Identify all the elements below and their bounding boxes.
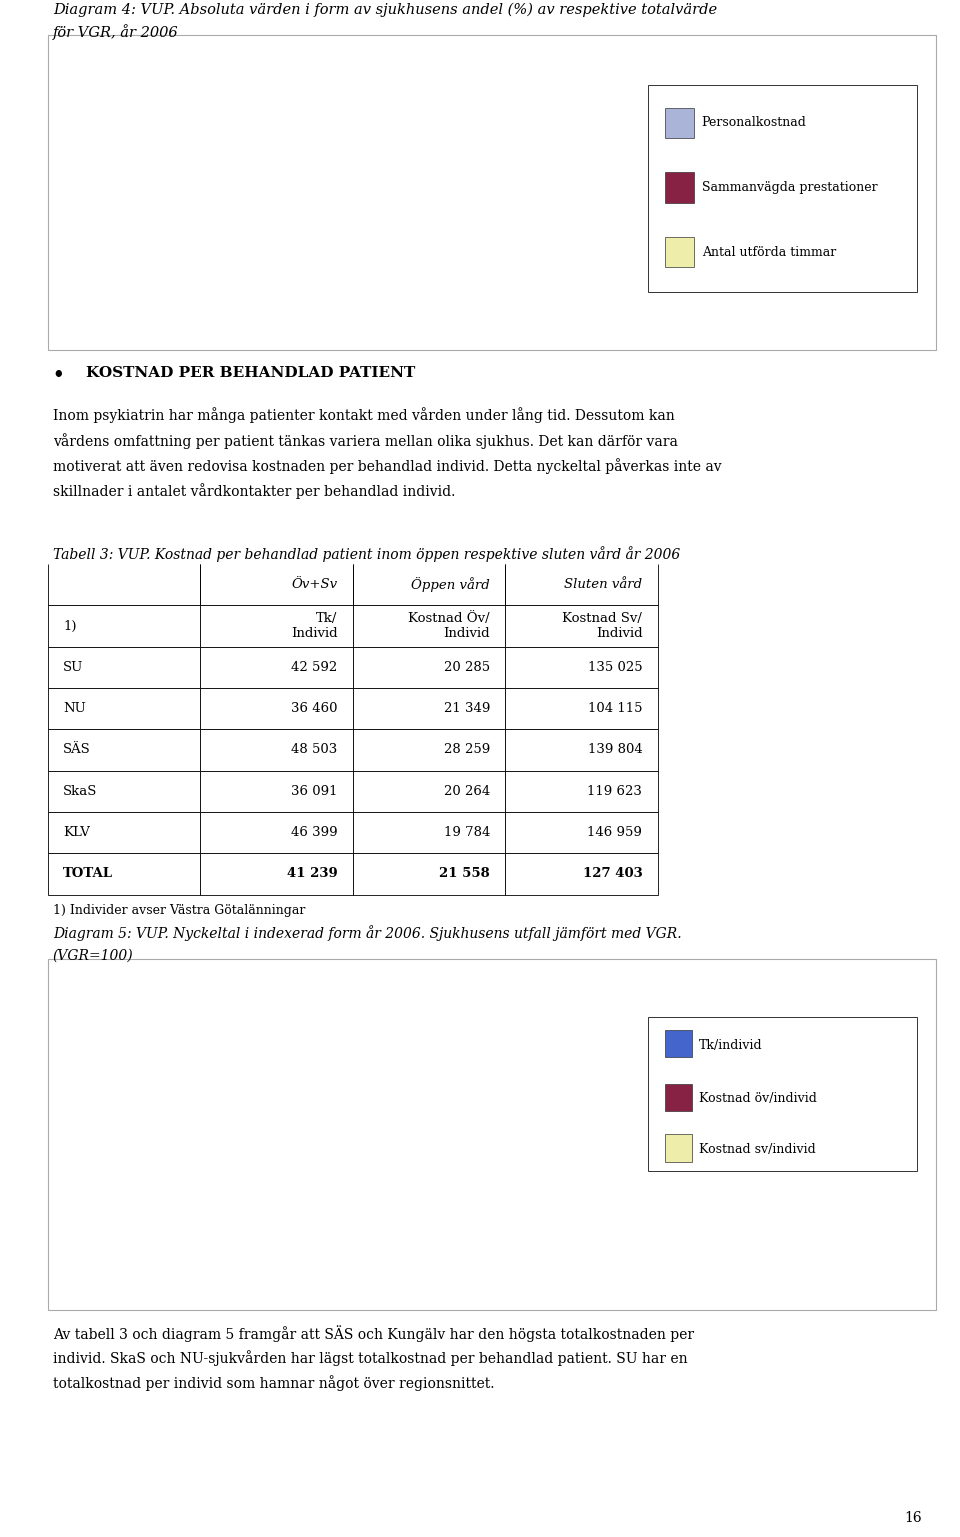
Bar xyxy=(129,1173,152,1537)
Text: Sammanvägda prestationer: Sammanvägda prestationer xyxy=(702,181,877,194)
Text: Inom psykiatrin har många patienter kontakt med vården under lång tid. Dessutom : Inom psykiatrin har många patienter kont… xyxy=(53,407,675,423)
Bar xyxy=(269,227,294,335)
Bar xyxy=(140,54,165,335)
Bar xyxy=(175,1157,198,1537)
Bar xyxy=(271,1279,294,1537)
Bar xyxy=(244,221,269,335)
Bar xyxy=(463,1205,486,1537)
Bar xyxy=(344,1027,367,1537)
Text: Diagram 4: VUP. Absoluta värden i form av sjukhusens andel (%) av respektive tot: Diagram 4: VUP. Absoluta värden i form a… xyxy=(53,2,717,17)
Bar xyxy=(225,1242,248,1537)
Text: totalkostnad per individ som hamnar något över regionsnittet.: totalkostnad per individ som hamnar någo… xyxy=(53,1376,494,1391)
Text: Av tabell 3 och diagram 5 framgår att SÄS och Kungälv har den högsta totalkostna: Av tabell 3 och diagram 5 framgår att SÄ… xyxy=(53,1325,694,1342)
Text: Tabell 3: VUP. Kostnad per behandlad patient inom öppen respektive sluten vård å: Tabell 3: VUP. Kostnad per behandlad pat… xyxy=(53,546,680,561)
Text: 16: 16 xyxy=(904,1511,922,1525)
Bar xyxy=(321,1094,344,1537)
Bar xyxy=(165,48,190,335)
Bar xyxy=(426,264,451,335)
Y-axis label: Procent: Procent xyxy=(59,1111,71,1162)
Text: Diagram 5: VUP. Nyckeltal i indexerad form år 2006. Sjukhusens utfall jämfört me: Diagram 5: VUP. Nyckeltal i indexerad fo… xyxy=(53,925,682,941)
Text: Antal utförda timmar: Antal utförda timmar xyxy=(702,246,836,258)
Bar xyxy=(451,264,476,335)
Bar xyxy=(367,1142,390,1537)
Bar xyxy=(323,249,348,335)
Bar xyxy=(555,301,580,335)
Bar xyxy=(530,298,555,335)
Bar xyxy=(440,1190,463,1537)
Bar xyxy=(559,1105,582,1537)
Text: 1) Individer avser Västra Götalänningar: 1) Individer avser Västra Götalänningar xyxy=(53,904,305,916)
Bar xyxy=(476,278,501,335)
Bar xyxy=(115,57,140,335)
Bar xyxy=(348,261,372,335)
Text: individ. SkaS och NU-sjukvården har lägst totalkostnad per behandlad patient. SU: individ. SkaS och NU-sjukvården har lägs… xyxy=(53,1349,687,1366)
Text: KOSTNAD PER BEHANDLAD PATIENT: KOSTNAD PER BEHANDLAD PATIENT xyxy=(86,366,416,380)
Bar xyxy=(219,231,244,335)
Text: för VGR, år 2006: för VGR, år 2006 xyxy=(53,23,179,40)
Bar xyxy=(580,298,605,335)
Text: Personalkostnad: Personalkostnad xyxy=(702,117,806,129)
Text: (VGR=100): (VGR=100) xyxy=(53,948,133,962)
Bar xyxy=(417,1253,440,1537)
Text: •: • xyxy=(53,366,64,384)
Text: vårdens omfattning per patient tänkas variera mellan olika sjukhus. Det kan därf: vårdens omfattning per patient tänkas va… xyxy=(53,433,678,449)
Bar xyxy=(372,252,397,335)
Bar xyxy=(536,1194,559,1537)
Y-axis label: Procent: Procent xyxy=(52,168,64,218)
Bar xyxy=(248,1190,271,1537)
Bar xyxy=(152,1205,175,1537)
Bar xyxy=(513,1120,536,1537)
Text: skillnader i antalet vårdkontakter per behandlad individ.: skillnader i antalet vårdkontakter per b… xyxy=(53,483,455,500)
Text: motiverat att även redovisa kostnaden per behandlad individ. Detta nyckeltal påv: motiverat att även redovisa kostnaden pe… xyxy=(53,458,721,473)
Text: Kostnad öv/individ: Kostnad öv/individ xyxy=(699,1093,817,1105)
Text: Kostnad sv/individ: Kostnad sv/individ xyxy=(699,1144,816,1156)
Text: Tk/individ: Tk/individ xyxy=(699,1039,762,1051)
